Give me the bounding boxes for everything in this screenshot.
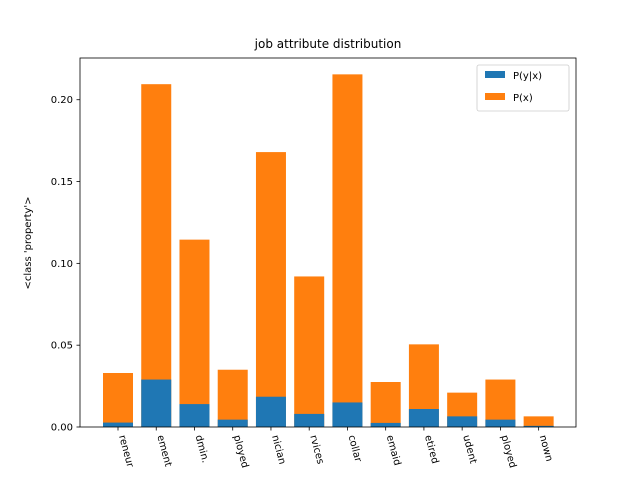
y-tick-label: 0.00 bbox=[51, 423, 73, 434]
bar-p-y-given-x-management bbox=[141, 379, 172, 427]
plot-frame bbox=[79, 57, 577, 428]
x-tick-label: collar bbox=[346, 434, 364, 464]
legend-swatch-p-x bbox=[485, 93, 505, 100]
x-tick-label: etired bbox=[422, 434, 440, 465]
x-tick-label: ployed bbox=[499, 434, 518, 469]
bar-p-x-unknown bbox=[523, 416, 554, 427]
bar-p-x-technician bbox=[255, 152, 286, 427]
bar-p-y-given-x-blue-collar bbox=[332, 402, 363, 427]
bar-p-x-services bbox=[294, 276, 325, 427]
bar-p-y-given-x-housemaid bbox=[370, 422, 401, 427]
x-tick-label: nown bbox=[537, 434, 555, 463]
bar-p-y-given-x-entrepreneur bbox=[103, 422, 133, 427]
bar-p-x-admin. bbox=[179, 239, 210, 427]
legend-label-p-x: P(x) bbox=[513, 93, 533, 104]
y-tick-label: 0.10 bbox=[51, 259, 73, 270]
legend: P(y|x) P(x) bbox=[476, 64, 570, 112]
bar-p-x-unemployed bbox=[217, 369, 248, 427]
bar-p-y-given-x-admin. bbox=[179, 404, 210, 427]
x-tick-label: reneur bbox=[116, 434, 135, 470]
bar-p-y-given-x-technician bbox=[255, 396, 286, 427]
x-tick-label: rvices bbox=[307, 434, 325, 466]
y-tick-label: 0.20 bbox=[51, 95, 73, 106]
y-axis-label: <class 'property'> bbox=[23, 196, 34, 289]
legend-swatch-p-y-given-x bbox=[485, 71, 505, 78]
bar-p-y-given-x-services bbox=[294, 413, 325, 427]
y-ticks: 0.00 0.05 0.10 0.15 0.20 bbox=[51, 95, 80, 434]
bar-p-y-given-x-retired bbox=[408, 409, 439, 427]
x-tick-label: emaid bbox=[384, 434, 403, 467]
x-tick-label: ement bbox=[154, 434, 173, 468]
bar-p-y-given-x-unemployed bbox=[217, 419, 248, 427]
x-tick-label: ployed bbox=[231, 434, 250, 469]
bar-p-y-given-x-student bbox=[447, 416, 478, 427]
chart-title: job attribute distribution bbox=[254, 37, 402, 51]
bar-p-x-entrepreneur bbox=[103, 373, 133, 427]
legend-label-p-y-given-x: P(y|x) bbox=[513, 71, 542, 82]
x-tick-label: dmin. bbox=[193, 434, 211, 464]
x-ticks: reneur ement dmin. ployed nician rvices collar… bbox=[116, 427, 554, 469]
bar-p-x-housemaid bbox=[370, 382, 401, 427]
bars-group bbox=[103, 74, 554, 428]
bar-p-x-management bbox=[141, 84, 172, 428]
bar-p-x-self-employed bbox=[485, 379, 516, 427]
bar-p-x-blue-collar bbox=[332, 74, 363, 428]
y-tick-label: 0.15 bbox=[51, 177, 73, 188]
bar-p-y-given-x-unknown bbox=[523, 425, 554, 427]
y-tick-label: 0.05 bbox=[51, 341, 73, 352]
x-tick-label: udent bbox=[460, 434, 478, 465]
x-tick-label: nician bbox=[269, 434, 287, 466]
bar-p-y-given-x-self-employed bbox=[485, 419, 516, 427]
